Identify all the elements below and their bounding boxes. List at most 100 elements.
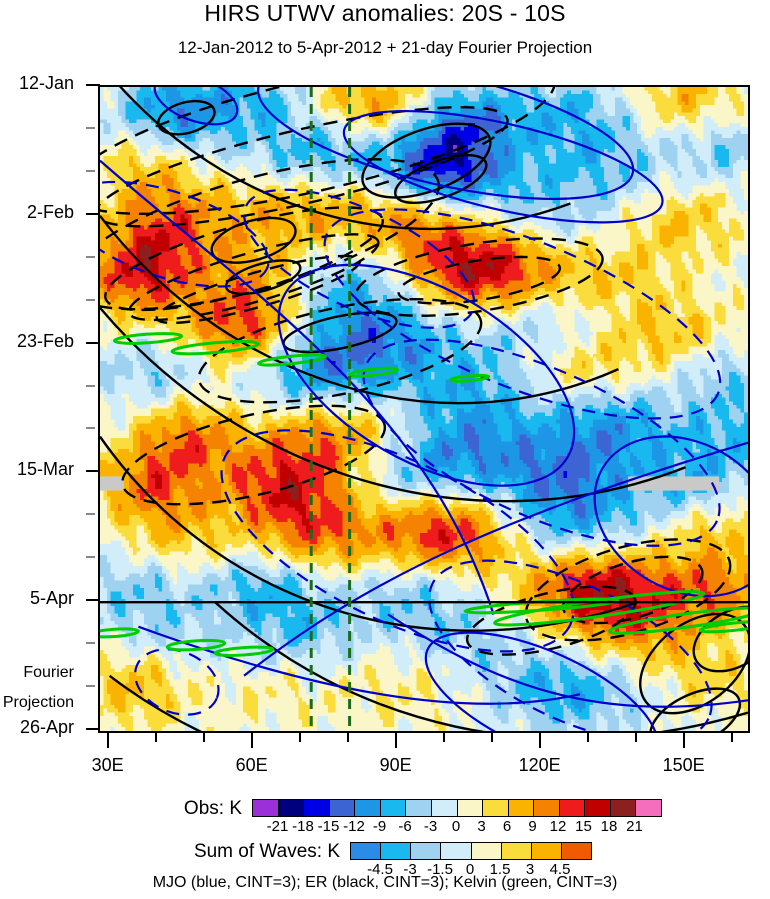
colorbar-sum-of-waves: Sum of Waves: K -4.5 -3 -1.5 0 1.5 3 4.5 <box>0 840 770 886</box>
x-tick-minor <box>490 733 493 742</box>
x-tick-label: 120E <box>519 755 561 776</box>
y-axis: 12-Jan 2-Feb 23-Feb 15-Mar 5-Apr 26-Apr Fourie… <box>0 73 100 737</box>
y-tick-major <box>86 341 100 344</box>
colorbar-swatch <box>456 800 483 816</box>
y-tick-minor <box>86 298 95 301</box>
colorbar-swatch <box>379 800 406 816</box>
y-tick-label: 5-Apr <box>30 588 74 609</box>
x-tick-major <box>538 733 541 748</box>
colorbar-tick-label: 3 <box>477 818 485 835</box>
colorbar-tick-label: 9 <box>528 818 536 835</box>
colorbar-tick-label: 15 <box>575 818 592 835</box>
colorbar-swatch <box>470 843 501 859</box>
colorbar-tick-label: 0 <box>452 818 460 835</box>
x-tick-minor <box>154 733 157 742</box>
colorbar-swatch <box>277 800 304 816</box>
colorbar-swatch <box>430 800 457 816</box>
y-tick-label: 15-Mar <box>17 459 74 480</box>
y-tick-minor <box>86 126 95 129</box>
colorbar-tick-label: -4.5 <box>367 861 393 878</box>
x-tick-minor <box>730 733 733 742</box>
colorbar-swatch <box>405 800 431 816</box>
colorbar-tick-label: -18 <box>292 818 314 835</box>
colorbar-tick-label: 0 <box>466 861 474 878</box>
y-tick-minor <box>86 685 95 688</box>
wave-legend-footnote: MJO (blue, CINT=3); ER (black, CINT=3); … <box>0 874 770 892</box>
x-tick-major <box>682 733 685 748</box>
colorbar-swatch <box>507 800 534 816</box>
y-tick-minor <box>86 169 95 172</box>
colorbar-swatch <box>303 800 329 816</box>
fourier-projection-caption: Fourier <box>23 664 74 682</box>
colorbar-tick-label: -3 <box>424 818 437 835</box>
colorbar-swatch <box>560 843 591 859</box>
x-tick-label: 90E <box>380 755 412 776</box>
colorbar-swatch <box>328 800 355 816</box>
x-axis: 30E 60E 90E 120E 150E <box>92 733 750 793</box>
page-title: HIRS UTWV anomalies: 20S - 10S <box>0 0 770 27</box>
fourier-projection-caption: Projection <box>3 694 74 712</box>
x-tick-major <box>250 733 253 748</box>
colorbar-tick-label: -6 <box>398 818 411 835</box>
colorbar-swatch <box>558 800 585 816</box>
colorbar-swatch <box>500 843 531 859</box>
colorbar-title: Obs: K <box>0 798 242 820</box>
page-subtitle: 12-Jan-2012 to 5-Apr-2012 + 21-day Fouri… <box>0 38 770 58</box>
colorbar-tick-label: -12 <box>343 818 365 835</box>
y-tick-major <box>86 728 100 730</box>
x-tick-major <box>394 733 397 748</box>
colorbar-title: Sum of Waves: K <box>0 841 340 863</box>
y-tick-major <box>86 470 100 473</box>
y-tick-minor <box>86 427 95 430</box>
colorbar-tick-label: 3 <box>526 861 534 878</box>
y-tick-minor <box>86 513 95 516</box>
colorbar-swatch <box>584 800 610 816</box>
colorbar-tick-label: 18 <box>601 818 618 835</box>
x-tick-minor <box>298 733 301 742</box>
colorbar-obs: Obs: K -21 -18 -15 -12 -9 -6 -3 0 3 6 9 12 15 18 21 <box>0 797 770 843</box>
colorbar-tick-label: 1.5 <box>490 861 511 878</box>
colorbar-swatch <box>609 800 636 816</box>
y-tick-minor <box>86 556 95 559</box>
x-tick-minor <box>346 733 349 742</box>
colorbar-swatch <box>410 843 441 859</box>
shaded-anomaly-field <box>100 87 748 731</box>
colorbar-swatches <box>350 842 592 860</box>
colorbar-tick-label: -1.5 <box>427 861 453 878</box>
y-tick-label: 12-Jan <box>19 73 74 94</box>
colorbar-swatch <box>440 843 471 859</box>
y-tick-label: 26-Apr <box>20 717 74 738</box>
x-tick-label: 150E <box>663 755 705 776</box>
plot-area <box>98 85 750 733</box>
y-tick-major <box>86 84 100 86</box>
colorbar-swatch <box>530 843 561 859</box>
x-tick-major <box>106 733 109 748</box>
y-tick-minor <box>86 642 95 645</box>
x-tick-label: 60E <box>236 755 268 776</box>
colorbar-tick-label: 6 <box>503 818 511 835</box>
x-tick-label: 30E <box>92 755 124 776</box>
colorbar-tick-label: 21 <box>626 818 643 835</box>
colorbar-swatches <box>252 799 662 817</box>
colorbar-tick-label: 4.5 <box>550 861 571 878</box>
x-tick-minor <box>442 733 445 742</box>
colorbar-tick-label: -9 <box>373 818 386 835</box>
er-wave-contours <box>100 87 748 731</box>
y-tick-label: 2-Feb <box>27 202 74 223</box>
colorbar-swatch <box>482 800 508 816</box>
y-tick-minor <box>86 255 95 258</box>
colorbar-swatch <box>533 800 559 816</box>
x-tick-minor <box>634 733 637 742</box>
y-tick-label: 23-Feb <box>17 331 74 352</box>
x-tick-minor <box>202 733 205 742</box>
colorbar-swatch <box>380 843 411 859</box>
y-tick-major <box>86 212 100 215</box>
colorbar-swatch <box>351 843 381 859</box>
colorbar-tick-label: -3 <box>403 861 416 878</box>
vertical-marker-lines <box>309 87 352 731</box>
y-tick-minor <box>86 384 95 387</box>
colorbar-tick-label: -21 <box>267 818 289 835</box>
colorbar-swatch <box>354 800 380 816</box>
x-tick-minor <box>586 733 589 742</box>
